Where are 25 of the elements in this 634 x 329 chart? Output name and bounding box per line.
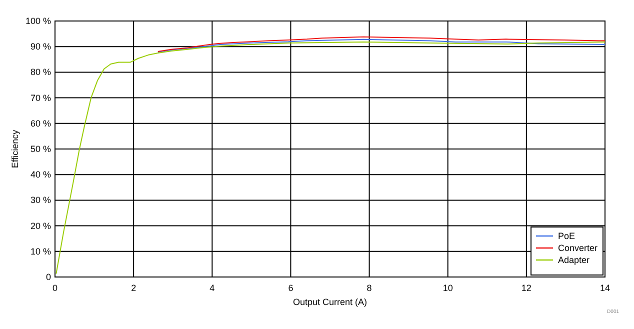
y-tick-label: 70 % <box>30 92 51 103</box>
y-tick-label: 60 % <box>30 118 51 128</box>
x-tick-label: 8 <box>366 283 372 293</box>
x-tick-label: 10 <box>442 283 453 293</box>
legend-label: PoE <box>558 231 576 241</box>
line-series <box>56 41 606 274</box>
x-tick-label: 14 <box>600 283 610 293</box>
x-tick-label: 2 <box>131 283 136 293</box>
y-tick-label: 50 % <box>30 144 51 154</box>
y-tick-label: 30 % <box>30 195 51 206</box>
x-tick-label: 0 <box>52 283 58 293</box>
x-tick-label: 12 <box>521 283 532 293</box>
y-tick-label: 40 % <box>30 170 51 180</box>
y-tick-label: 100 % <box>25 16 51 26</box>
y-axis-title: Efficiency <box>10 129 20 168</box>
y-tick-label: 10 % <box>30 246 51 256</box>
legend-label: Adapter <box>558 255 590 265</box>
y-tick-label: 20 % <box>30 220 51 231</box>
y-tick-label: 0 <box>46 272 51 282</box>
x-tick-label: 6 <box>288 283 294 293</box>
y-tick-label: 80 % <box>30 67 51 78</box>
y-tick-label: 90 % <box>30 42 51 52</box>
x-tick-label: 4 <box>210 283 215 293</box>
legend-label: Converter <box>558 243 598 253</box>
x-axis-title: Output Current (A) <box>292 297 368 307</box>
